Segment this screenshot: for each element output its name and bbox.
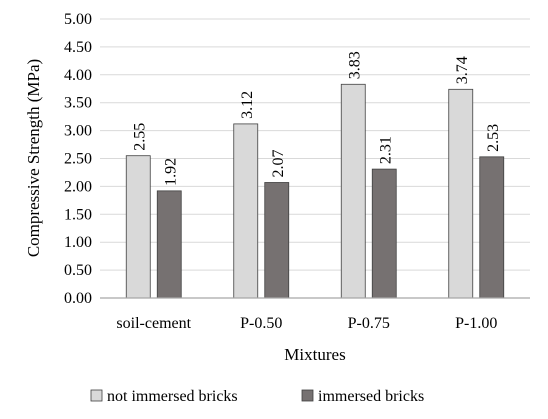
data-labels: 2.55 1.92 3.12 2.07 3.83 2.31 3.74 2.53	[131, 51, 502, 186]
x-category-label: P-0.50	[240, 315, 282, 332]
legend-label-not-immersed: not immersed bricks	[107, 388, 238, 405]
y-tick-label: 0.50	[64, 262, 92, 279]
legend-swatch-not-immersed	[90, 389, 103, 402]
y-tick-label: 2.00	[64, 178, 92, 195]
data-label: 2.31	[377, 136, 394, 164]
y-tick-label: 1.00	[64, 234, 92, 251]
y-tick-labels: 0.00 0.50 1.00 1.50 2.00 2.50 3.00 3.50 4.00 4.50…	[64, 11, 92, 307]
data-label: 1.92	[162, 158, 179, 186]
bar-immersed	[264, 182, 290, 299]
y-tick-label: 0.00	[64, 290, 92, 307]
x-axis-title: Mixtures	[284, 345, 345, 364]
y-tick-label: 4.50	[64, 39, 92, 56]
x-category-label: soil-cement	[116, 315, 191, 332]
bar-immersed	[156, 190, 182, 299]
y-tick-label: 5.00	[64, 11, 92, 28]
y-tick-label: 1.50	[64, 206, 92, 223]
data-label: 3.74	[454, 56, 471, 84]
y-tick-label: 3.00	[64, 123, 92, 140]
x-category-label: P-0.75	[348, 315, 390, 332]
bars	[125, 83, 505, 299]
y-tick-label: 3.50	[64, 95, 92, 112]
legend-label-immersed: immersed bricks	[318, 388, 424, 405]
bar-immersed	[371, 168, 397, 299]
legend-swatch-immersed	[301, 389, 314, 402]
data-label: 3.12	[239, 91, 256, 119]
y-tick-label: 4.00	[64, 67, 92, 84]
bar-not-immersed	[233, 123, 259, 299]
bar-not-immersed	[125, 155, 151, 299]
data-label: 2.07	[270, 149, 287, 177]
data-label: 2.55	[131, 123, 148, 151]
y-axis-title: Compressive Strength (MPa)	[24, 59, 43, 257]
legend: not immersed bricks immersed bricks	[90, 388, 424, 405]
bar-immersed	[479, 156, 505, 299]
data-label: 2.53	[485, 124, 502, 152]
x-category-label: P-1.00	[455, 315, 497, 332]
data-label: 3.83	[346, 51, 363, 79]
x-category-labels: soil-cement P-0.50 P-0.75 P-1.00	[116, 315, 497, 332]
y-tick-label: 2.50	[64, 151, 92, 168]
bar-not-immersed	[448, 88, 474, 299]
bar-not-immersed	[340, 83, 366, 299]
